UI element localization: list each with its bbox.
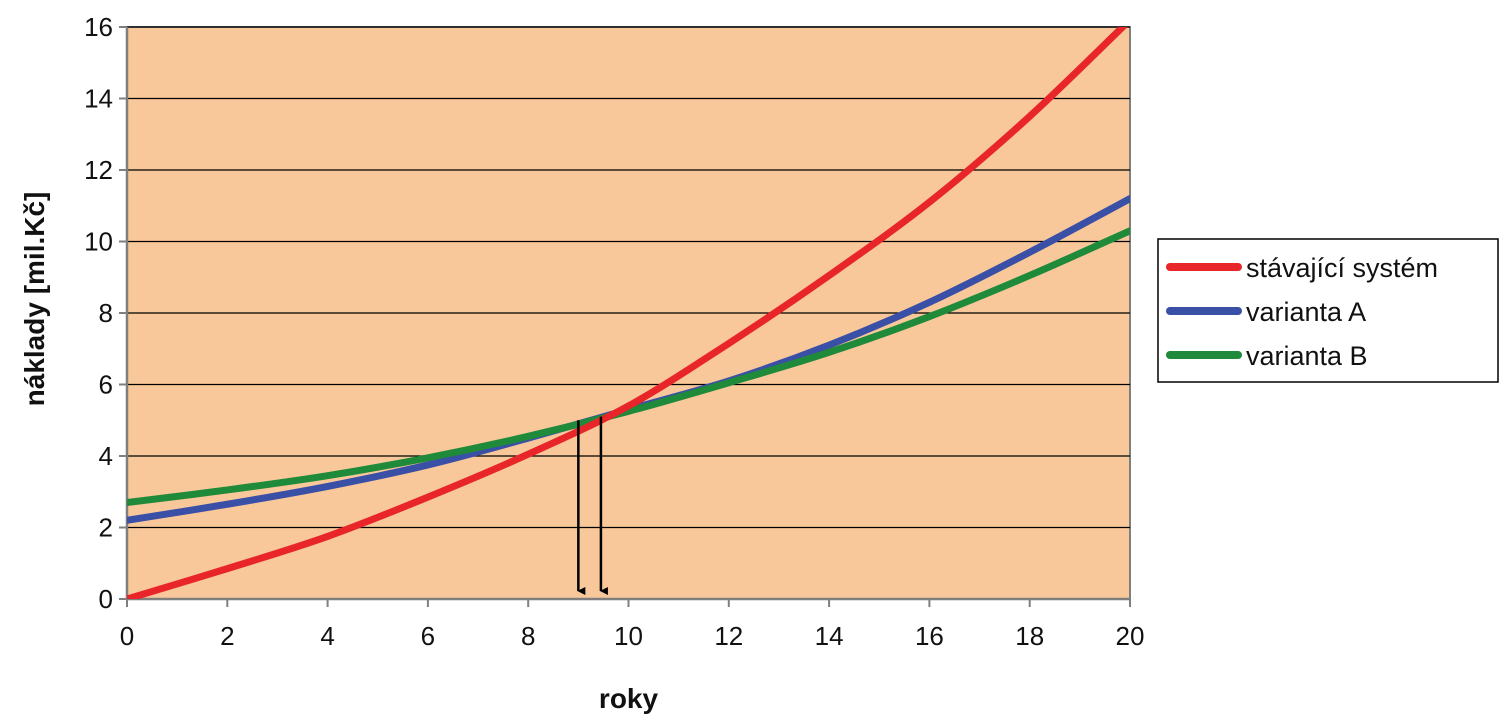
legend-label: varianta A	[1246, 297, 1366, 327]
series-line-varianta-B	[127, 227, 1130, 506]
y-tick-label: 14	[84, 84, 113, 114]
x-axis-title: roky	[599, 683, 659, 714]
legend-label: varianta B	[1246, 341, 1368, 371]
x-tick-label: 14	[815, 621, 844, 651]
x-tick-label: 12	[714, 621, 743, 651]
x-tick-label: 20	[1116, 621, 1145, 651]
y-tick-label: 4	[99, 441, 113, 471]
y-tick-label: 12	[84, 155, 113, 185]
legend-label: stávající systém	[1246, 253, 1438, 283]
series-line-stávající-systém	[127, 27, 1128, 599]
x-tick-label: 18	[1015, 621, 1044, 651]
x-tick-label: 4	[320, 621, 334, 651]
y-tick-label: 6	[99, 370, 113, 400]
y-tick-label: 10	[84, 227, 113, 257]
y-tick-label: 0	[99, 584, 113, 614]
x-tick-label: 10	[614, 621, 643, 651]
legend: stávající systém varianta A varianta B	[1157, 238, 1499, 383]
x-tick-label: 8	[521, 621, 535, 651]
y-tick-label: 8	[99, 298, 113, 328]
x-tick-label: 0	[120, 621, 134, 651]
x-tick-label: 16	[915, 621, 944, 651]
y-axis-title: náklady [mil.Kč]	[19, 192, 50, 407]
series-group	[127, 27, 1130, 599]
y-tick-label: 2	[99, 513, 113, 543]
y-tick-label: 16	[84, 12, 113, 42]
x-tick-label: 6	[421, 621, 435, 651]
x-tick-label: 2	[220, 621, 234, 651]
